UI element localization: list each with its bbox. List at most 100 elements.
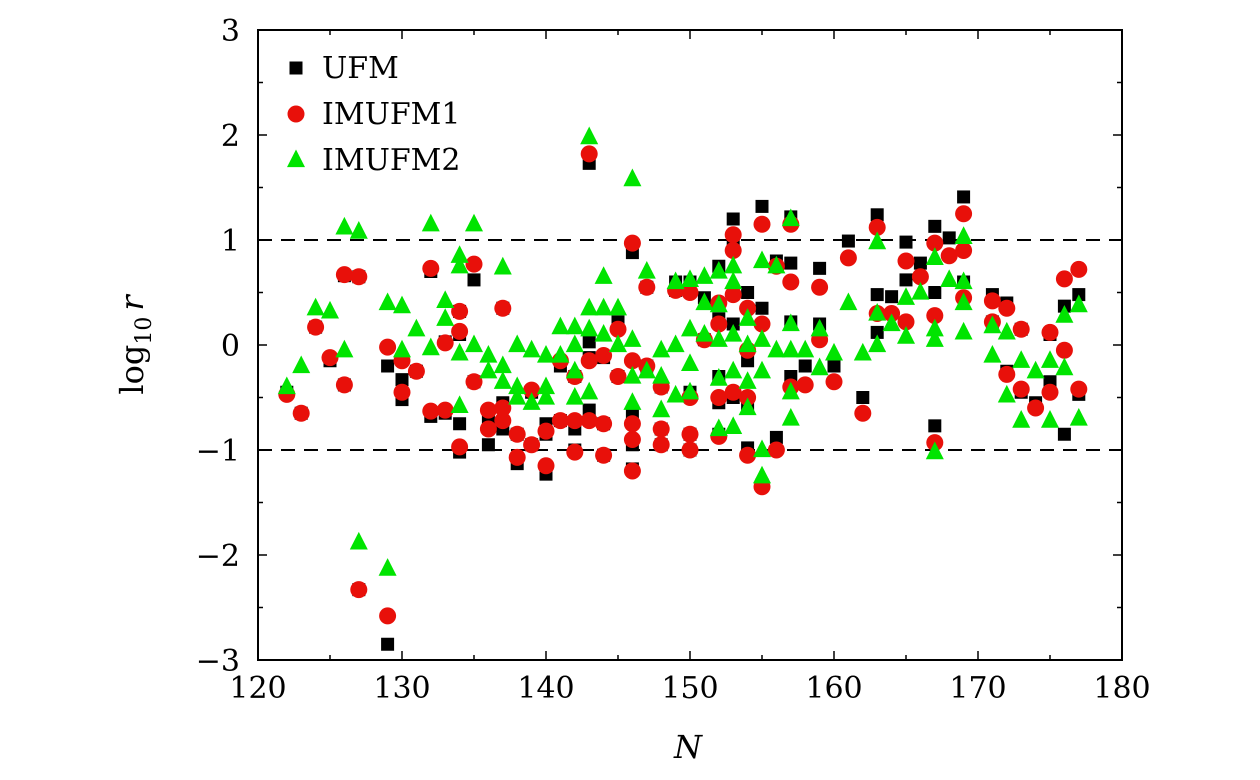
y-axis-title-base: log bbox=[113, 345, 151, 395]
data-point-imufm1 bbox=[724, 242, 742, 259]
data-point-ufm bbox=[870, 325, 884, 339]
data-point-imufm2 bbox=[897, 287, 915, 305]
data-point-imufm1 bbox=[940, 247, 958, 265]
data-point-imufm2 bbox=[940, 269, 959, 288]
data-point-imufm1 bbox=[407, 362, 425, 380]
data-point-imufm2 bbox=[580, 126, 599, 145]
data-point-imufm1 bbox=[897, 313, 915, 331]
data-point-imufm2 bbox=[868, 302, 887, 321]
data-point-ufm bbox=[899, 235, 913, 249]
data-point-imufm2 bbox=[681, 269, 699, 288]
data-point-imufm2 bbox=[781, 208, 800, 227]
data-point-imufm2 bbox=[1012, 410, 1031, 428]
y-tick-label: 3 bbox=[221, 14, 240, 49]
data-point-imufm1 bbox=[551, 412, 569, 430]
data-point-imufm2 bbox=[983, 344, 1002, 363]
data-point-imufm1 bbox=[1027, 399, 1045, 417]
x-tick-label: 130 bbox=[373, 671, 430, 706]
data-point-imufm1 bbox=[926, 234, 944, 252]
data-point-imufm1 bbox=[523, 381, 541, 399]
data-point-imufm2 bbox=[1069, 407, 1088, 426]
data-point-imufm1 bbox=[595, 347, 613, 364]
data-point-ufm bbox=[928, 419, 942, 433]
data-point-imufm1 bbox=[537, 457, 555, 475]
data-point-imufm2 bbox=[508, 334, 527, 353]
data-point-imufm1 bbox=[580, 412, 598, 430]
data-point-imufm2 bbox=[709, 294, 728, 313]
x-tick-label: 120 bbox=[229, 671, 286, 706]
data-point-ufm bbox=[957, 190, 971, 204]
legend-label-imufm1: IMUFM1 bbox=[322, 97, 460, 132]
legend-marker-ufm bbox=[289, 61, 303, 75]
data-point-imufm1 bbox=[451, 302, 469, 320]
data-point-imufm2 bbox=[335, 216, 354, 235]
data-point-imufm1 bbox=[1070, 380, 1088, 398]
data-point-imufm1 bbox=[955, 205, 973, 223]
data-point-imufm2 bbox=[292, 355, 311, 374]
data-point-imufm1 bbox=[724, 286, 742, 304]
data-point-imufm1 bbox=[724, 383, 742, 401]
data-point-imufm2 bbox=[810, 357, 829, 376]
data-point-imufm2 bbox=[421, 213, 440, 232]
x-tick-label: 160 bbox=[805, 671, 862, 706]
data-point-ufm bbox=[381, 637, 395, 651]
data-point-imufm1 bbox=[321, 349, 339, 367]
data-point-imufm1 bbox=[494, 299, 512, 317]
data-point-imufm2 bbox=[393, 295, 411, 314]
data-point-imufm2 bbox=[724, 360, 743, 379]
data-point-imufm2 bbox=[1041, 350, 1059, 368]
data-point-imufm2 bbox=[1069, 294, 1088, 313]
data-point-imufm2 bbox=[709, 329, 728, 347]
data-point-imufm1 bbox=[623, 352, 641, 370]
data-point-imufm1 bbox=[1055, 341, 1073, 359]
data-point-imufm2 bbox=[436, 290, 455, 309]
legend-label-imufm2: IMUFM2 bbox=[322, 143, 460, 178]
data-point-imufm1 bbox=[292, 404, 310, 422]
data-point-imufm2 bbox=[407, 318, 426, 337]
data-point-imufm1 bbox=[839, 249, 857, 267]
data-point-imufm2 bbox=[609, 297, 627, 316]
data-point-imufm1 bbox=[998, 365, 1016, 383]
data-point-imufm1 bbox=[307, 318, 325, 336]
data-point-imufm1 bbox=[868, 218, 886, 236]
data-point-imufm2 bbox=[753, 329, 771, 347]
data-point-imufm2 bbox=[724, 255, 743, 274]
data-point-imufm1 bbox=[479, 401, 497, 419]
data-point-imufm1 bbox=[623, 415, 641, 433]
data-point-imufm2 bbox=[537, 344, 555, 363]
data-point-imufm1 bbox=[782, 273, 800, 291]
data-point-imufm2 bbox=[1026, 360, 1045, 379]
data-point-ufm bbox=[827, 359, 841, 373]
data-point-imufm1 bbox=[753, 315, 771, 333]
y-tick-label: −2 bbox=[196, 539, 240, 574]
data-point-imufm2 bbox=[522, 392, 541, 410]
data-point-imufm2 bbox=[839, 292, 858, 311]
data-point-imufm1 bbox=[1041, 383, 1059, 401]
data-point-imufm2 bbox=[465, 334, 483, 353]
data-point-imufm2 bbox=[436, 308, 455, 326]
data-point-imufm2 bbox=[321, 300, 339, 319]
data-point-imufm1 bbox=[422, 259, 440, 277]
data-point-imufm2 bbox=[623, 365, 642, 384]
data-point-imufm2 bbox=[997, 321, 1016, 340]
data-point-imufm1 bbox=[811, 278, 829, 296]
data-point-imufm1 bbox=[566, 443, 584, 461]
data-point-imufm1 bbox=[609, 368, 627, 385]
data-point-imufm1 bbox=[753, 215, 771, 233]
data-point-imufm2 bbox=[479, 344, 498, 363]
data-point-imufm2 bbox=[738, 308, 757, 326]
data-point-ufm bbox=[798, 359, 812, 373]
data-point-imufm2 bbox=[853, 342, 872, 361]
data-point-ufm bbox=[942, 231, 956, 245]
y-axis-title-var: r bbox=[113, 294, 151, 311]
data-point-imufm2 bbox=[580, 318, 599, 337]
data-point-imufm2 bbox=[911, 281, 930, 300]
data-point-imufm1 bbox=[393, 383, 411, 401]
data-point-imufm2 bbox=[724, 271, 743, 290]
data-point-imufm2 bbox=[652, 399, 671, 418]
data-point-imufm2 bbox=[306, 297, 325, 316]
data-point-imufm1 bbox=[710, 315, 728, 333]
y-axis-title-sub: 10 bbox=[132, 317, 157, 345]
data-point-imufm2 bbox=[450, 342, 469, 361]
data-point-imufm1 bbox=[350, 268, 368, 286]
